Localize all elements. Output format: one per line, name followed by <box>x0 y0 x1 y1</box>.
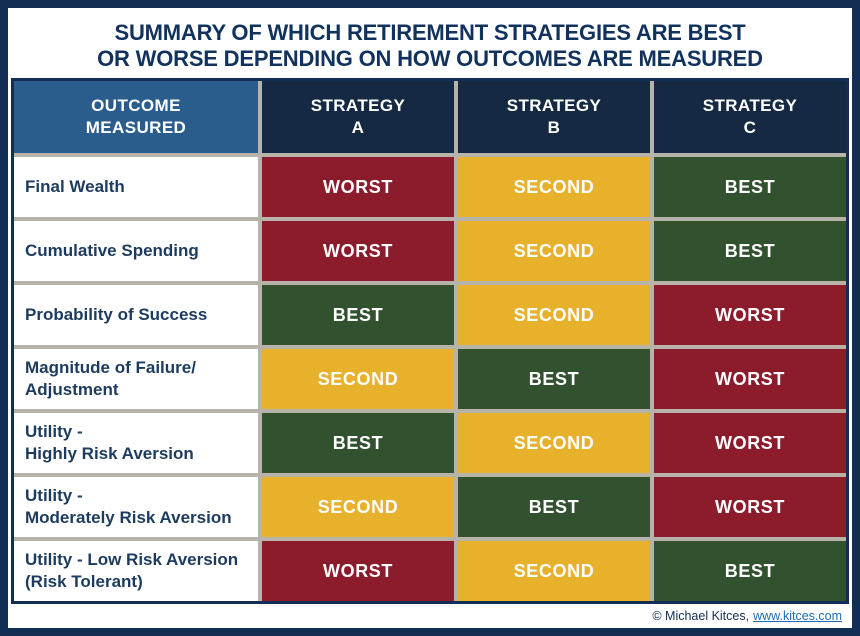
rank-cell: SECOND <box>262 349 454 409</box>
rank-cell: WORST <box>654 413 846 473</box>
rank-cell: WORST <box>654 349 846 409</box>
rank-cell: WORST <box>262 157 454 217</box>
rank-cell: SECOND <box>458 541 650 601</box>
rank-cell: SECOND <box>458 413 650 473</box>
page-title-line2: OR WORSE DEPENDING ON HOW OUTCOMES ARE M… <box>97 46 763 72</box>
row-label-cumulative-spending: Cumulative Spending <box>14 221 258 281</box>
rank-cell: WORST <box>654 285 846 345</box>
rank-cell: SECOND <box>262 477 454 537</box>
rank-cell: BEST <box>262 413 454 473</box>
rank-cell: BEST <box>654 221 846 281</box>
rank-cell: SECOND <box>458 221 650 281</box>
row-label-probability-of-success: Probability of Success <box>14 285 258 345</box>
rank-cell: WORST <box>262 541 454 601</box>
rank-cell: BEST <box>458 477 650 537</box>
row-label-final-wealth: Final Wealth <box>14 157 258 217</box>
rank-cell: BEST <box>262 285 454 345</box>
header-cell-strategy-a: STRATEGY A <box>262 81 454 153</box>
header-cell-strategy-b: STRATEGY B <box>458 81 650 153</box>
copyright-text: © Michael Kitces, <box>652 609 750 623</box>
footer: © Michael Kitces, www.kitces.com <box>8 604 852 628</box>
rank-cell: BEST <box>654 541 846 601</box>
row-label-magnitude-of-failure: Magnitude of Failure/ Adjustment <box>14 349 258 409</box>
rank-cell: BEST <box>458 349 650 409</box>
rank-cell: SECOND <box>458 285 650 345</box>
summary-table: OUTCOME MEASURED STRATEGY A STRATEGY B S… <box>11 78 849 604</box>
header-cell-strategy-c: STRATEGY C <box>654 81 846 153</box>
rank-cell: WORST <box>654 477 846 537</box>
row-label-utility-highly-risk-aversion: Utility - Highly Risk Aversion <box>14 413 258 473</box>
row-label-utility-low-risk-aversion: Utility - Low Risk Aversion (Risk Tolera… <box>14 541 258 601</box>
kitces-link[interactable]: www.kitces.com <box>753 609 842 623</box>
row-label-utility-moderately-risk-aversion: Utility - Moderately Risk Aversion <box>14 477 258 537</box>
page-title: SUMMARY OF WHICH RETIREMENT STRATEGIES A… <box>8 8 852 78</box>
page-title-line1: SUMMARY OF WHICH RETIREMENT STRATEGIES A… <box>114 20 746 45</box>
header-cell-outcome-measured: OUTCOME MEASURED <box>14 81 258 153</box>
rank-cell: SECOND <box>458 157 650 217</box>
rank-cell: BEST <box>654 157 846 217</box>
rank-cell: WORST <box>262 221 454 281</box>
page-inner: SUMMARY OF WHICH RETIREMENT STRATEGIES A… <box>8 8 852 628</box>
